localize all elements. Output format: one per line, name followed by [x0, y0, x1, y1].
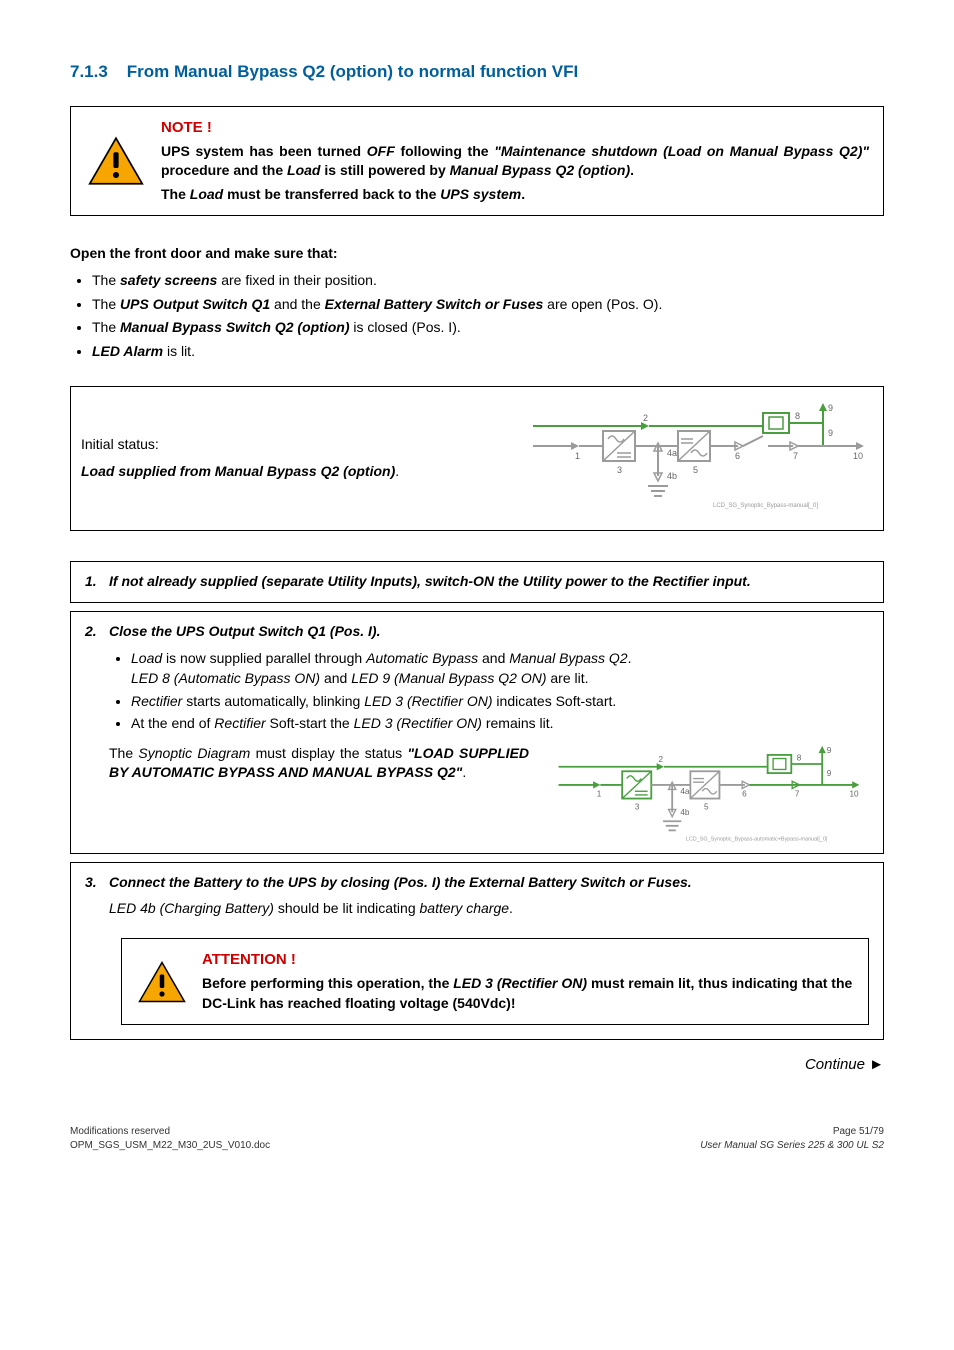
svg-text:3: 3: [617, 465, 622, 475]
svg-text:10: 10: [853, 451, 863, 461]
step-3-head: Connect the Battery to the UPS by closin…: [109, 873, 869, 893]
warning-icon: [88, 136, 144, 186]
warning-icon: [138, 961, 186, 1003]
svg-text:2: 2: [643, 413, 648, 423]
step-number: 1.: [85, 572, 109, 592]
svg-text:7: 7: [793, 451, 798, 461]
svg-text:9: 9: [827, 769, 832, 778]
list-item: At the end of Rectifier Soft-start the L…: [131, 714, 869, 734]
section-number: 7.1.3: [70, 62, 108, 81]
svg-text:6: 6: [735, 451, 740, 461]
step-3-sub: LED 4b (Charging Battery) should be lit …: [109, 899, 869, 919]
list-item: The UPS Output Switch Q1 and the Externa…: [92, 295, 884, 315]
svg-text:9: 9: [828, 428, 833, 438]
svg-text:4a: 4a: [667, 448, 677, 458]
svg-text:1: 1: [575, 451, 580, 461]
section-heading: 7.1.3 From Manual Bypass Q2 (option) to …: [70, 60, 884, 84]
list-item: Rectifier starts automatically, blinking…: [131, 692, 869, 712]
synoptic-diagram-step2: 1 2 3 4a 4b 5 6 7 8 9 9 10 LCD_S: [539, 744, 869, 850]
step-2-box: 2. Close the UPS Output Switch Q1 (Pos. …: [70, 611, 884, 855]
step-number: 3.: [85, 873, 109, 918]
svg-text:8: 8: [797, 753, 802, 762]
note-heading: NOTE !: [161, 117, 869, 138]
footer-left: Modifications reserved OPM_SGS_USM_M22_M…: [70, 1125, 270, 1153]
list-item: The Manual Bypass Switch Q2 (option) is …: [92, 318, 884, 338]
note-box: NOTE ! UPS system has been turned OFF fo…: [70, 106, 884, 216]
attention-heading: ATTENTION !: [202, 949, 854, 970]
status-label: Initial status:: [81, 435, 503, 455]
svg-text:5: 5: [704, 802, 709, 811]
step-3-box: 3. Connect the Battery to the UPS by clo…: [70, 862, 884, 1039]
continue-indicator: Continue ►: [70, 1054, 884, 1075]
svg-text:4b: 4b: [667, 471, 677, 481]
status-text: Initial status: Load supplied from Manua…: [81, 435, 513, 482]
footer-left-top: Modifications reserved: [70, 1125, 270, 1139]
list-item: The safety screens are fixed in their po…: [92, 271, 884, 291]
list-item: LED Alarm is lit.: [92, 342, 884, 362]
open-door-heading: Open the front door and make sure that:: [70, 244, 884, 264]
warning-icon-cell: [122, 939, 202, 1023]
step-number: 2.: [85, 622, 109, 850]
attention-box: ATTENTION ! Before performing this opera…: [121, 938, 869, 1024]
svg-text:4b: 4b: [680, 808, 690, 817]
step-2-head: Close the UPS Output Switch Q1 (Pos. I).: [109, 622, 869, 642]
attention-text: Before performing this operation, the LE…: [202, 974, 854, 1013]
page-footer: Modifications reserved OPM_SGS_USM_M22_M…: [70, 1125, 884, 1153]
svg-text:6: 6: [742, 789, 747, 798]
footer-left-bottom: OPM_SGS_USM_M22_M30_2US_V010.doc: [70, 1139, 270, 1153]
warning-icon-cell: [71, 107, 161, 215]
step-1-box: 1. If not already supplied (separate Uti…: [70, 561, 884, 603]
svg-text:3: 3: [635, 802, 640, 811]
svg-text:LCD_SG_Synoptic_Bypass-automat: LCD_SG_Synoptic_Bypass-automatic+Bypass-…: [686, 836, 828, 842]
diagram-caption: LCD_SG_Synoptic_Bypass-manual[_0]: [713, 503, 818, 509]
svg-text:1: 1: [597, 789, 602, 798]
footer-right-top: Page 51/79: [700, 1125, 884, 1139]
checklist: The safety screens are fixed in their po…: [92, 271, 884, 361]
svg-text:9: 9: [828, 403, 833, 413]
synoptic-text: The Synoptic Diagram must display the st…: [109, 744, 529, 783]
note-line-2: The Load must be transferred back to the…: [161, 185, 869, 205]
note-line-1: UPS system has been turned OFF following…: [161, 142, 869, 181]
svg-text:7: 7: [795, 789, 800, 798]
list-item: Load is now supplied parallel through Au…: [131, 649, 869, 688]
section-title-text: From Manual Bypass Q2 (option) to normal…: [127, 62, 578, 81]
status-value: Load supplied from Manual Bypass Q2 (opt…: [81, 462, 503, 482]
initial-status-box: Initial status: Load supplied from Manua…: [70, 386, 884, 532]
synoptic-diagram-initial: 1 2 3 4a 4b 5 6 7 8 9 9 10 LCD_SG_Synopt…: [513, 401, 873, 517]
svg-text:5: 5: [693, 465, 698, 475]
svg-text:8: 8: [795, 411, 800, 421]
attention-content: ATTENTION ! Before performing this opera…: [202, 939, 868, 1023]
footer-right: Page 51/79 User Manual SG Series 225 & 3…: [700, 1125, 884, 1153]
svg-text:10: 10: [849, 789, 859, 798]
step-2-sublist: Load is now supplied parallel through Au…: [131, 649, 869, 733]
note-content: NOTE ! UPS system has been turned OFF fo…: [161, 107, 883, 215]
step-1-text: If not already supplied (separate Utilit…: [109, 572, 869, 592]
footer-right-bottom: User Manual SG Series 225 & 300 UL S2: [700, 1139, 884, 1153]
svg-text:2: 2: [659, 755, 664, 764]
svg-text:4a: 4a: [680, 787, 690, 796]
svg-text:9: 9: [827, 746, 832, 755]
